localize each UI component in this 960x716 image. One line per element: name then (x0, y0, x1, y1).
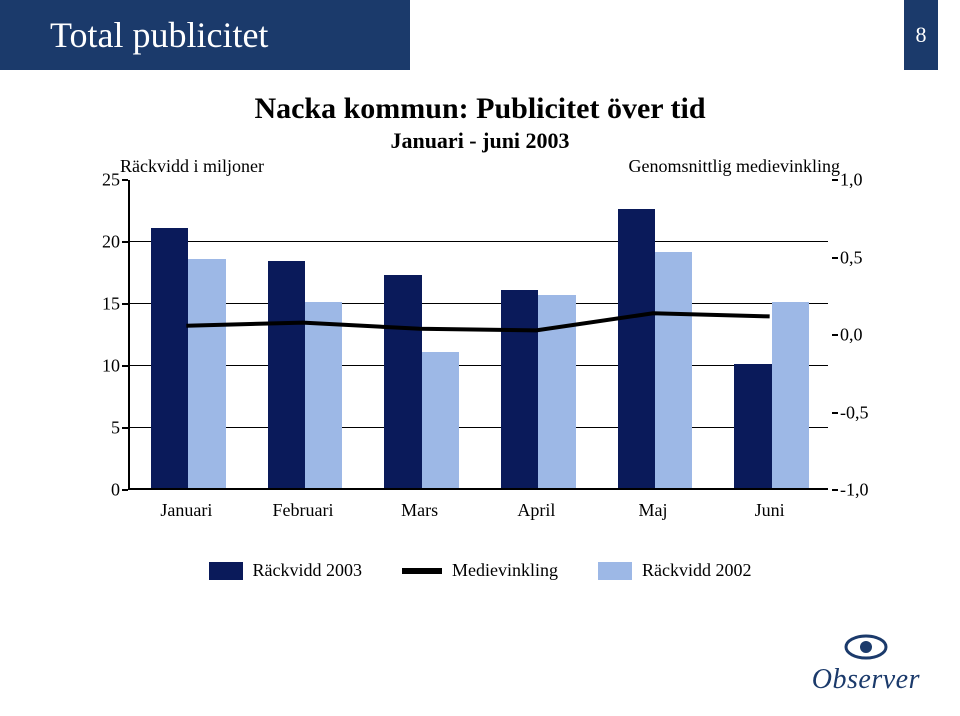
left-tick (122, 427, 128, 429)
right-axis-label: Genomsnittlig medievinkling (629, 156, 840, 177)
right-tick (832, 257, 838, 259)
left-tick-label: 25 (80, 170, 120, 191)
left-tick (122, 303, 128, 305)
legend-swatch (598, 562, 632, 580)
right-tick-label: -0,5 (840, 402, 880, 423)
observer-logo: Observer (812, 630, 920, 696)
right-tick-label: 0,0 (840, 325, 880, 346)
legend-label: Räckvidd 2003 (253, 560, 363, 581)
right-tick-label: 1,0 (840, 170, 880, 191)
legend-label: Medievinkling (452, 560, 558, 581)
logo-text: Observer (812, 664, 920, 696)
left-tick-label: 5 (80, 418, 120, 439)
left-tick (122, 241, 128, 243)
right-tick (832, 412, 838, 414)
left-tick (122, 179, 128, 181)
page-number: 8 (916, 22, 927, 48)
category-label: April (517, 500, 555, 521)
category-label: Maj (639, 500, 668, 521)
page-title: Total publicitet (50, 14, 268, 56)
category-label: Juni (755, 500, 785, 521)
left-tick-label: 0 (80, 480, 120, 501)
right-tick-label: 0,5 (840, 247, 880, 268)
trend-line (186, 313, 769, 330)
legend-item: Räckvidd 2003 (209, 560, 363, 581)
chart-subtitle: Januari - juni 2003 (0, 128, 960, 154)
chart: 0510152025-1,0-0,50,00,51,0 JanuariFebru… (80, 176, 880, 536)
eye-icon (844, 630, 888, 664)
line-overlay (128, 180, 828, 490)
legend-swatch (402, 568, 442, 574)
category-label: Januari (160, 500, 212, 521)
left-tick-label: 15 (80, 294, 120, 315)
left-tick (122, 489, 128, 491)
left-tick-label: 10 (80, 356, 120, 377)
right-tick (832, 489, 838, 491)
legend-item: Medievinkling (402, 560, 558, 581)
right-tick-label: -1,0 (840, 480, 880, 501)
left-tick (122, 365, 128, 367)
legend-item: Räckvidd 2002 (598, 560, 752, 581)
legend-swatch (209, 562, 243, 580)
left-tick-label: 20 (80, 232, 120, 253)
header-bar: Total publicitet 8 (0, 0, 960, 70)
right-tick (832, 179, 838, 181)
left-axis-label: Räckvidd i miljoner (120, 156, 264, 177)
header-right: 8 (904, 0, 938, 70)
category-label: Mars (401, 500, 438, 521)
header-left: Total publicitet (0, 0, 410, 70)
chart-title: Nacka kommun: Publicitet över tid (0, 92, 960, 126)
right-tick (832, 334, 838, 336)
legend: Räckvidd 2003 Medievinkling Räckvidd 2002 (0, 560, 960, 581)
category-label: Februari (273, 500, 334, 521)
legend-label: Räckvidd 2002 (642, 560, 752, 581)
